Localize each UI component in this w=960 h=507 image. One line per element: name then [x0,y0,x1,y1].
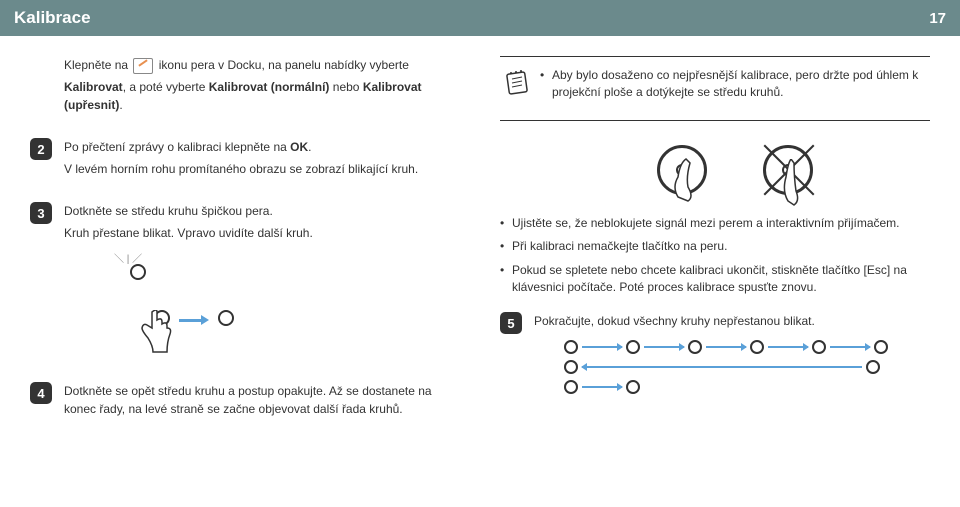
step2-l2: V levém horním rohu promítaného obrazu s… [64,160,460,178]
note-n1: Ujistěte se, že neblokujete signál mezi … [500,215,930,232]
step-num-2: 2 [30,138,52,160]
step-5: 5 Pokračujte, dokud všechny kruhy nepřes… [500,312,930,400]
pen-dock-icon [133,58,153,74]
page-number: 17 [929,10,946,27]
grid-illustration [564,340,904,394]
step1-t2f: . [119,98,122,112]
step-4: 4 Dotkněte se opět středu kruhu a postup… [30,382,460,422]
note-box-top: Aby bylo dosaženo co nejpřesnější kalibr… [500,56,930,121]
page-header: Kalibrace 17 [0,0,960,36]
step2-l1b: OK [290,140,308,154]
content-columns: Klepněte na ikonu pera v Docku, na panel… [0,36,960,452]
step4-l1: Dotkněte se opět středu kruhu a postup o… [64,382,460,418]
notes-list: Ujistěte se, že neblokujete signál mezi … [500,215,930,297]
step2-l1a: Po přečtení zprávy o kalibraci klepněte … [64,140,290,154]
step-2: 2 Po přečtení zprávy o kalibraci klepnět… [30,138,460,182]
step1-bold-c: Kalibrovat (normální) [209,80,330,94]
angle-illustration [540,135,930,205]
right-column: Aby bylo dosaženo co nejpřesnější kalibr… [500,56,930,442]
step2-l1c: . [308,140,311,154]
step5-l1: Pokračujte, dokud všechny kruhy nepřesta… [534,312,930,330]
step1-text-a: Klepněte na [64,58,128,72]
page-title: Kalibrace [14,8,91,28]
step1-t2b: , a poté vyberte [123,80,209,94]
step-num-5: 5 [500,312,522,334]
note-n3: Pokud se spletete nebo chcete kalibraci … [500,262,930,297]
step-1: Klepněte na ikonu pera v Docku, na panel… [30,56,460,118]
notepad-icon [504,67,530,97]
touch-illustration: ＼ | ／ [94,252,274,352]
left-column: Klepněte na ikonu pera v Docku, na panel… [30,56,460,442]
step-3: 3 Dotkněte se středu kruhu špičkou pera.… [30,202,460,362]
note-top-text: Aby bylo dosaženo co nejpřesnější kalibr… [540,67,926,102]
hand-icon [138,310,176,358]
step3-l2: Kruh přestane blikat. Vpravo uvidíte dal… [64,224,460,242]
step-num-4: 4 [30,382,52,404]
note-n2: Při kalibraci nemačkejte tlačítko na per… [500,238,930,255]
step1-t2d: nebo [329,80,362,94]
step1-bold-a: Kalibrovat [64,80,123,94]
step-num-3: 3 [30,202,52,224]
step1-text-b: ikonu pera v Docku, na panelu nabídky vy… [159,58,409,72]
step3-l1: Dotkněte se středu kruhu špičkou pera. [64,202,460,220]
